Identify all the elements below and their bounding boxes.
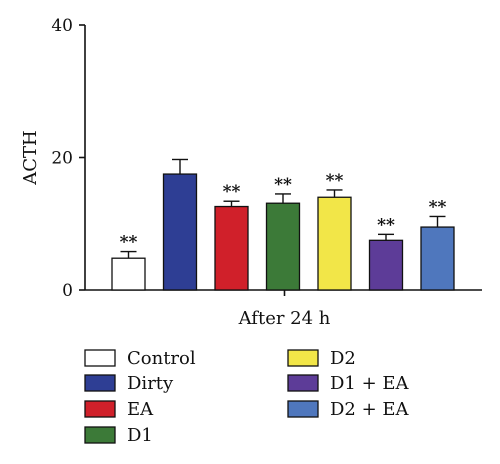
legend-label-6: D2 + EA bbox=[330, 399, 410, 420]
legend-label-0: Control bbox=[127, 348, 196, 369]
significance-mark-5: ** bbox=[377, 215, 395, 235]
legend-label-2: EA bbox=[127, 399, 154, 420]
legend-label-4: D2 bbox=[330, 348, 356, 369]
bars: ** ** ** ** ** ** bbox=[111, 158, 455, 291]
y-tick-label: 20 bbox=[51, 149, 73, 169]
y-axis-label: ACTH bbox=[20, 130, 41, 185]
legend-label-3: D1 bbox=[127, 425, 153, 446]
bar-4 bbox=[317, 196, 352, 291]
bar-3 bbox=[265, 202, 301, 291]
significance-mark-3: ** bbox=[274, 175, 292, 195]
bar-1 bbox=[162, 173, 198, 291]
significance-mark-2: ** bbox=[223, 182, 241, 202]
legend-swatch-4 bbox=[287, 349, 319, 367]
axes: 0 20 40 ACTH After 24 h bbox=[20, 16, 482, 329]
bar-5 bbox=[368, 239, 404, 291]
legend-label-5: D1 + EA bbox=[330, 373, 410, 394]
legend-swatch-5 bbox=[287, 374, 319, 392]
legend-swatch-3 bbox=[84, 426, 116, 444]
significance-mark-0: ** bbox=[120, 233, 138, 253]
significance-mark-6: ** bbox=[429, 197, 447, 217]
legend-swatch-2 bbox=[84, 400, 116, 418]
legend: Control Dirty EA D1 D2 D1 + EA D2 + EA bbox=[84, 348, 410, 446]
bar-2 bbox=[214, 205, 249, 291]
significance-mark-4: ** bbox=[326, 171, 344, 191]
bar-6 bbox=[420, 226, 455, 291]
y-tick-label: 40 bbox=[51, 16, 73, 36]
legend-swatch-1 bbox=[84, 374, 116, 392]
legend-swatch-0 bbox=[84, 349, 116, 367]
x-axis-label: After 24 h bbox=[238, 308, 331, 329]
legend-swatch-6 bbox=[287, 400, 319, 418]
legend-label-1: Dirty bbox=[127, 373, 174, 394]
bar-0 bbox=[111, 257, 146, 291]
y-tick-label: 0 bbox=[62, 281, 73, 301]
